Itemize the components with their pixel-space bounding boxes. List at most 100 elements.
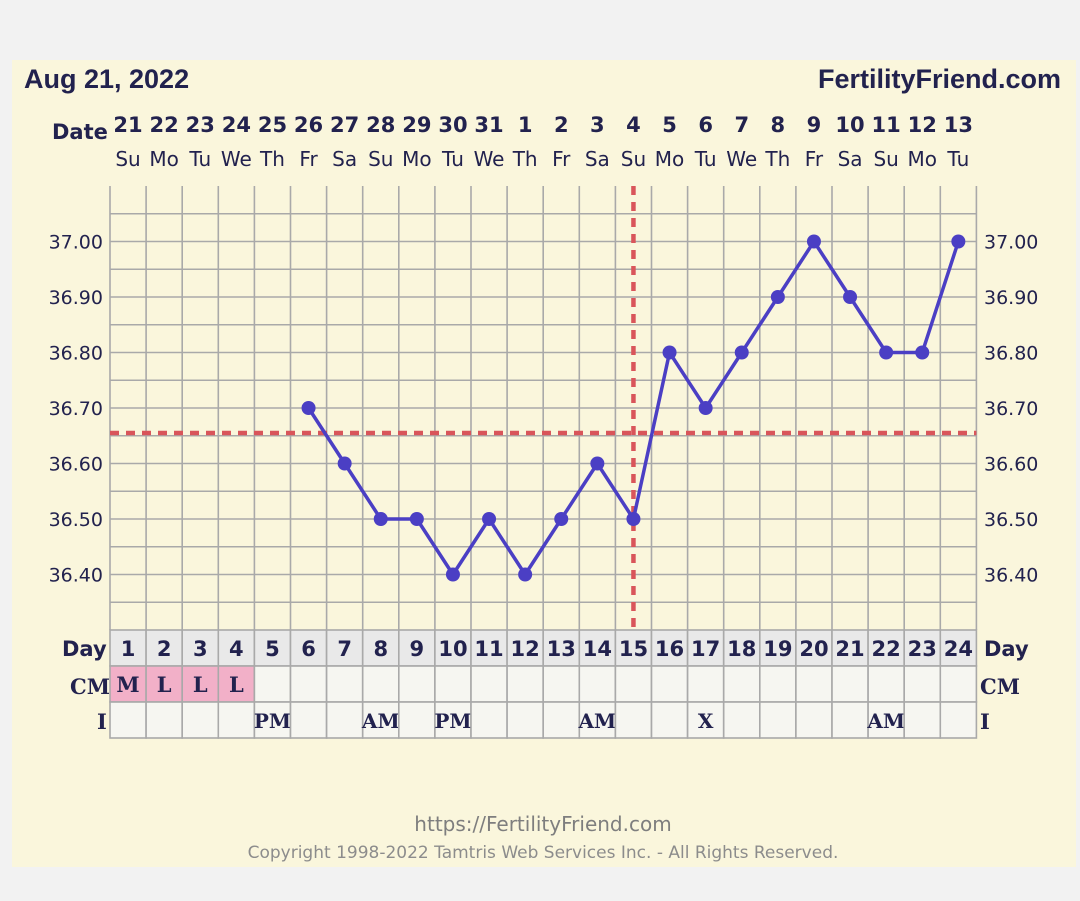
intercourse-cell-label: AM <box>578 709 617 733</box>
footer-copyright: Copyright 1998-2022 Tamtris Web Services… <box>248 843 839 863</box>
temperature-point[interactable] <box>626 512 641 526</box>
cm-cell <box>109 665 147 703</box>
cm-cell <box>831 665 869 703</box>
cycle-day-cell-label: 5 <box>265 637 280 661</box>
intercourse-cell <box>542 701 581 739</box>
temperature-point[interactable] <box>301 401 316 415</box>
y-tick-label-right: 36.60 <box>984 454 1038 476</box>
temperature-point[interactable] <box>698 401 713 415</box>
temperature-point[interactable] <box>879 345 894 360</box>
cm-cell <box>795 665 833 703</box>
temperature-series <box>301 234 966 582</box>
weekday-label: Fr <box>552 147 571 171</box>
cycle-day-cell-label: 6 <box>301 637 316 661</box>
intercourse-cell-label: AM <box>361 709 400 733</box>
y-tick-label-right: 37.00 <box>984 232 1038 254</box>
intercourse-cell <box>397 701 436 739</box>
date-label: 3 <box>590 113 605 137</box>
intercourse-cell-label: PM <box>254 709 291 733</box>
temperature-point[interactable] <box>734 345 749 360</box>
weekday-label: We <box>221 147 252 171</box>
footer-url[interactable]: https://FertilityFriend.com <box>414 812 671 836</box>
intercourse-cell <box>831 701 869 739</box>
site-name[interactable]: FertilityFriend.com <box>818 64 1061 94</box>
cycle-day-cell-label: 13 <box>547 637 576 661</box>
intercourse-cell <box>217 701 256 739</box>
cycle-day-cell-label: 20 <box>799 637 828 661</box>
y-tick-label-right: 36.70 <box>984 398 1038 420</box>
cm-cell <box>867 665 905 703</box>
cycle-day-cell-label: 1 <box>121 637 136 661</box>
date-label: 30 <box>438 113 467 137</box>
intercourse-cell <box>325 701 364 739</box>
date-label: 6 <box>698 113 713 137</box>
date-label: 1 <box>518 113 533 137</box>
intercourse-cell <box>614 701 653 739</box>
weekday-label: Su <box>873 147 898 171</box>
weekday-label: Fr <box>805 147 824 171</box>
y-tick-label-right: 36.50 <box>984 509 1038 531</box>
temperature-point[interactable] <box>409 512 424 526</box>
cm-cell <box>686 665 725 703</box>
cm-cell <box>325 665 364 703</box>
cm-cell <box>650 665 689 703</box>
date-label: 28 <box>366 113 395 137</box>
weekday-label: Tu <box>694 147 717 171</box>
day-row-label-left: Day <box>62 637 107 661</box>
temperature-point[interactable] <box>951 234 966 249</box>
cm-cell <box>506 665 545 703</box>
date-label: 27 <box>330 113 359 137</box>
cycle-day-cell <box>939 629 978 667</box>
temperature-point[interactable] <box>373 512 388 526</box>
temperature-point[interactable] <box>806 234 821 249</box>
intercourse-cell <box>109 701 147 739</box>
temperature-point[interactable] <box>590 456 605 471</box>
temperature-point[interactable] <box>337 456 352 471</box>
cycle-day-cell <box>795 629 833 667</box>
weekday-label: Sa <box>838 147 863 171</box>
weekday-label: Su <box>368 147 393 171</box>
intercourse-cell <box>758 701 797 739</box>
cm-cell-label: L <box>193 672 208 697</box>
cycle-day-cell-label: 12 <box>511 637 540 661</box>
date-label: 26 <box>294 113 323 137</box>
cycle-day-cell-label: 3 <box>193 637 208 661</box>
intercourse-row-label-right: I <box>980 709 990 734</box>
intercourse-cell-label: X <box>698 709 714 733</box>
cm-cell <box>903 665 942 703</box>
cm-cell <box>253 665 292 703</box>
date-label: 21 <box>113 113 142 137</box>
date-label: 13 <box>944 113 973 137</box>
cm-cell <box>397 665 436 703</box>
chart-labels: 36.40 36.40 36.50 36.50 36.60 36.60 36.70 36.70… <box>49 113 1039 587</box>
weekday-label: Tu <box>188 147 211 171</box>
date-label: 4 <box>626 113 641 137</box>
y-tick-label-right: 36.80 <box>984 343 1038 365</box>
weekday-label: We <box>474 147 505 171</box>
intercourse-cell <box>181 701 220 739</box>
temperature-point[interactable] <box>770 290 785 304</box>
y-tick-label-left: 36.60 <box>49 454 103 476</box>
temperature-point[interactable] <box>843 290 858 304</box>
temperature-point[interactable] <box>915 345 930 360</box>
intercourse-cell <box>903 701 942 739</box>
weekday-label: Tu <box>441 147 464 171</box>
temperature-point[interactable] <box>482 512 497 526</box>
weekday-label: Mo <box>402 147 432 171</box>
cycle-day-cell-label: 21 <box>835 637 864 661</box>
weekday-label: Mo <box>908 147 938 171</box>
temperature-point[interactable] <box>518 567 533 582</box>
weekday-label: Th <box>259 147 285 171</box>
weekday-label: Th <box>764 147 790 171</box>
temperature-point[interactable] <box>445 567 460 582</box>
weekday-label: Mo <box>149 147 179 171</box>
date-label: 12 <box>908 113 937 137</box>
cycle-day-cell-label: 22 <box>872 637 901 661</box>
intercourse-cell <box>939 701 978 739</box>
temperature-point[interactable] <box>554 512 569 526</box>
cm-cell <box>542 665 581 703</box>
chart-date: Aug 21, 2022 <box>24 64 189 94</box>
temperature-point[interactable] <box>662 345 677 360</box>
y-tick-label-left: 36.40 <box>49 565 103 587</box>
